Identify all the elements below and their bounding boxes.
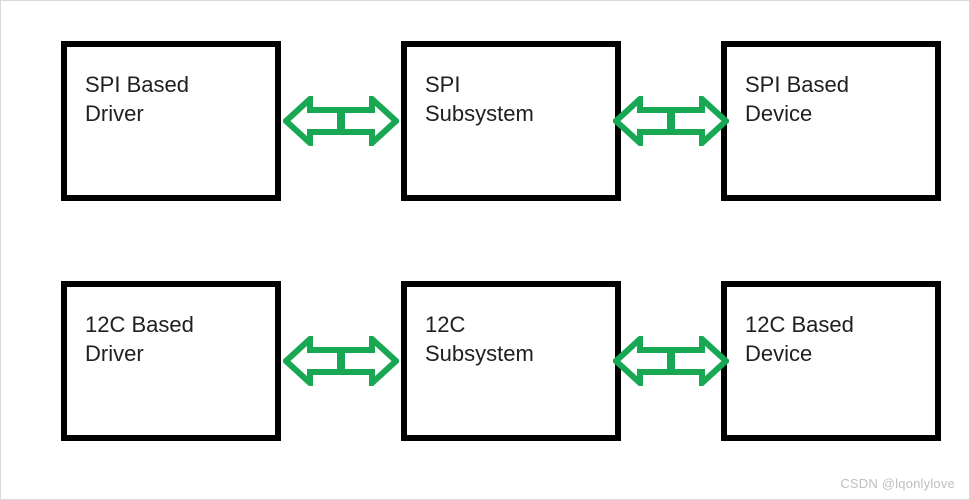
node-label: 12C Based Device — [745, 311, 854, 368]
node-spi-device: SPI Based Device — [721, 41, 941, 201]
node-label: SPI Based Driver — [85, 71, 189, 128]
arrow-right-icon — [669, 336, 729, 386]
bidirectional-arrow-spi-driver-subsystem — [283, 96, 399, 146]
arrow-left-icon — [283, 96, 343, 146]
node-i2c-driver: 12C Based Driver — [61, 281, 281, 441]
bidirectional-arrow-i2c-driver-subsystem — [283, 336, 399, 386]
diagram-canvas: CSDN @lqonlylove SPI Based Driver SPI Sub… — [0, 0, 970, 500]
node-label: 12C Subsystem — [425, 311, 534, 368]
bidirectional-arrow-spi-subsystem-device — [613, 96, 729, 146]
node-label: SPI Subsystem — [425, 71, 534, 128]
arrow-right-icon — [669, 96, 729, 146]
bidirectional-arrow-i2c-subsystem-device — [613, 336, 729, 386]
node-spi-subsystem: SPI Subsystem — [401, 41, 621, 201]
node-spi-driver: SPI Based Driver — [61, 41, 281, 201]
arrow-left-icon — [613, 96, 673, 146]
node-label: SPI Based Device — [745, 71, 849, 128]
arrow-left-icon — [283, 336, 343, 386]
arrow-left-icon — [613, 336, 673, 386]
arrow-right-icon — [339, 96, 399, 146]
node-i2c-subsystem: 12C Subsystem — [401, 281, 621, 441]
node-i2c-device: 12C Based Device — [721, 281, 941, 441]
arrow-right-icon — [339, 336, 399, 386]
watermark-text: CSDN @lqonlylove — [840, 476, 955, 491]
node-label: 12C Based Driver — [85, 311, 194, 368]
